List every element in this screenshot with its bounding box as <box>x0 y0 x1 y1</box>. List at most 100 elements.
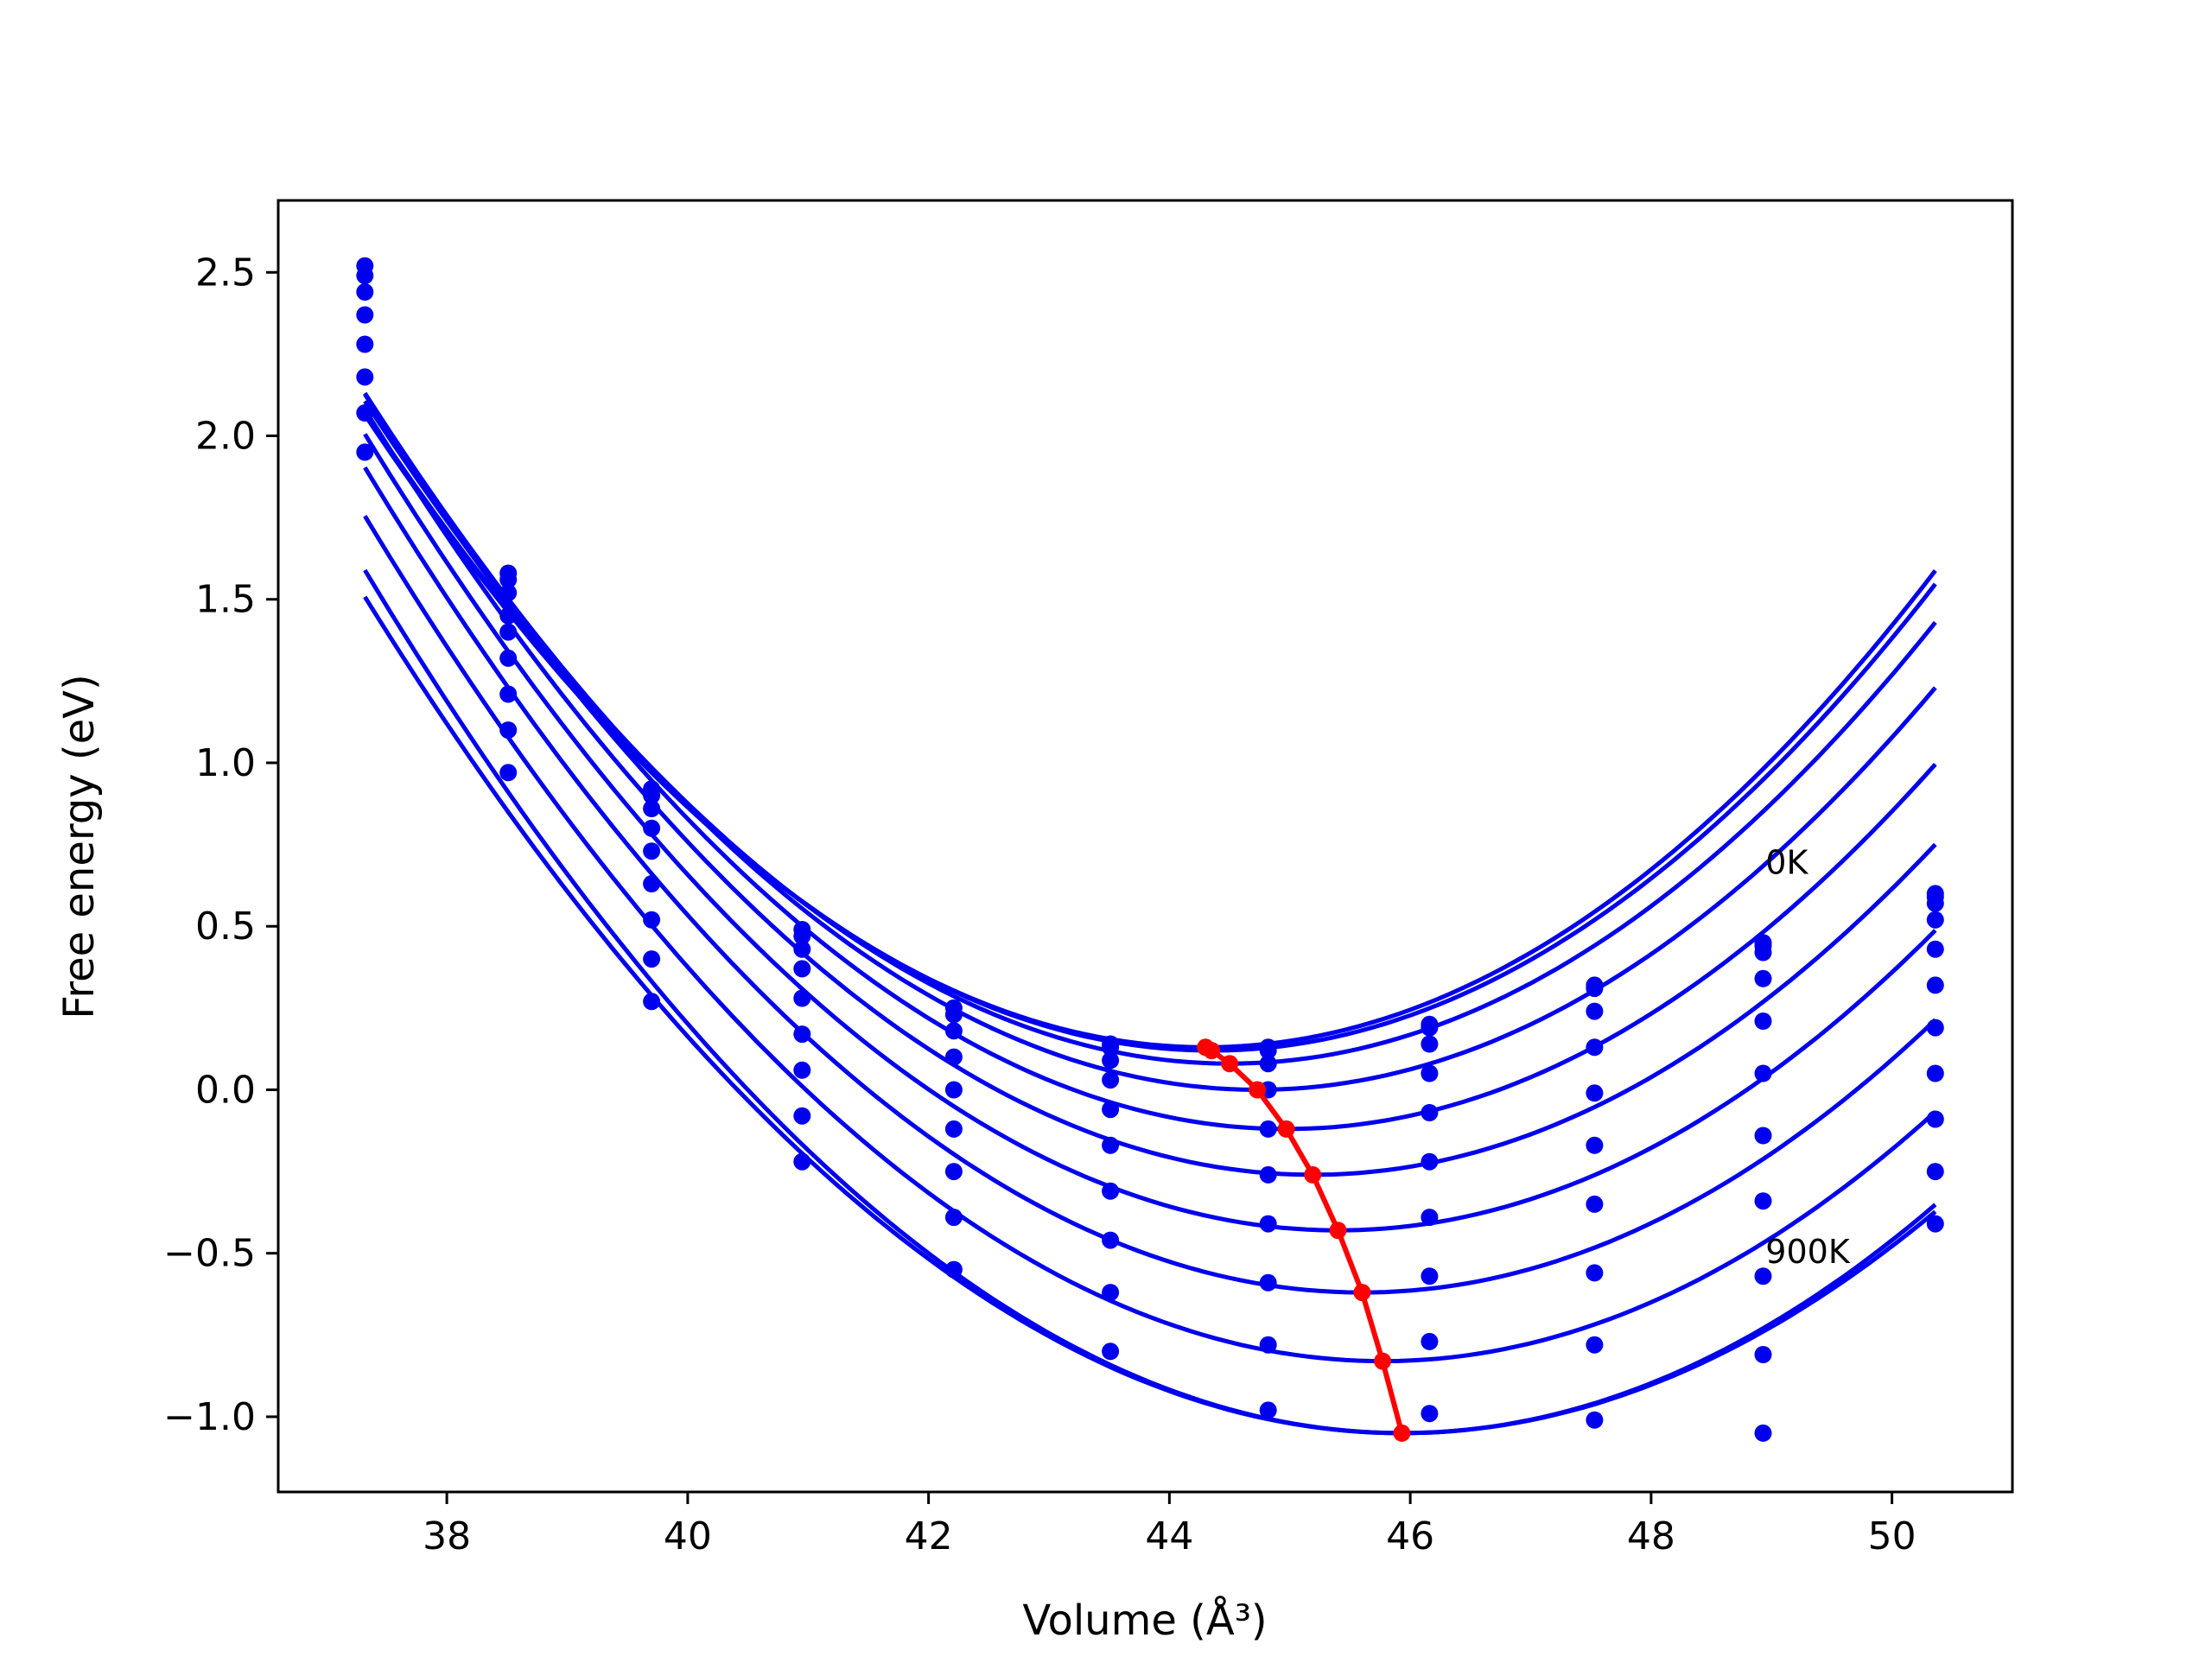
data-point-s8-v1 <box>356 443 374 461</box>
data-point-s4-v8 <box>1421 1064 1439 1082</box>
data-point-s6-v10 <box>1754 1064 1772 1082</box>
x-tick-label-44: 44 <box>1145 1514 1193 1558</box>
data-point-s9-v9 <box>1586 1336 1604 1354</box>
data-point-s6-v1 <box>356 368 374 386</box>
minimum-point-5 <box>1277 1120 1295 1138</box>
data-point-s2-v5 <box>944 1006 963 1024</box>
data-point-s9-v11 <box>1926 1110 1944 1128</box>
data-point-s3-v8 <box>1421 1035 1439 1053</box>
data-point-s5-v7 <box>1259 1120 1277 1138</box>
data-point-s5-v3 <box>643 842 661 860</box>
data-point-s2-v9 <box>1586 980 1604 998</box>
data-point-s9-v7 <box>1259 1336 1277 1354</box>
data-point-s3-v4 <box>793 940 811 958</box>
minimum-path <box>1197 1038 1411 1442</box>
fit-curve-10 <box>363 568 1937 1436</box>
minimum-path-line <box>1204 1044 1405 1434</box>
fit-curve-5 <box>363 392 1937 1132</box>
data-point-s11-v10 <box>1754 1424 1772 1442</box>
data-point-s4-v10 <box>1754 969 1772 987</box>
data-point-s6-v6 <box>1102 1136 1120 1154</box>
data-point-s5-v1 <box>356 335 374 353</box>
data-point-s7-v8 <box>1421 1209 1439 1227</box>
data-point-s10-v11 <box>1926 1163 1944 1181</box>
y-tick-label-6: −0.5 <box>163 1232 256 1276</box>
data-point-s2-v7 <box>1259 1042 1277 1060</box>
data-point-s4-v6 <box>1102 1071 1120 1089</box>
minimum-point-2 <box>1203 1042 1221 1060</box>
y-tick-label-7: −1.0 <box>163 1395 256 1439</box>
data-point-s8-v7 <box>1259 1273 1277 1292</box>
data-point-s10-v7 <box>1259 1401 1277 1419</box>
fit-curve-11 <box>363 595 1937 1436</box>
data-point-s5-v9 <box>1586 1084 1604 1102</box>
x-tick-label-50: 50 <box>1868 1514 1916 1558</box>
data-point-s7-v7 <box>1259 1215 1277 1233</box>
data-point-s7-v10 <box>1754 1127 1772 1145</box>
data-point-s9-v10 <box>1754 1267 1772 1285</box>
data-point-s4-v9 <box>1586 1038 1604 1057</box>
data-point-s10-v10 <box>1754 1346 1772 1363</box>
data-point-s8-v8 <box>1421 1267 1439 1285</box>
fit-curve-9 <box>363 515 1937 1364</box>
data-point-s2-v8 <box>1421 1019 1439 1037</box>
data-point-s6-v4 <box>793 1025 811 1044</box>
data-point-s8-v3 <box>643 950 661 968</box>
data-point-s6-v5 <box>944 1120 963 1138</box>
data-point-s4-v2 <box>499 606 518 625</box>
data-point-s7-v11 <box>1926 1019 1944 1037</box>
data-point-s9-v4 <box>793 1152 811 1171</box>
data-point-s5-v6 <box>1102 1101 1120 1119</box>
data-point-s9-v3 <box>643 993 661 1011</box>
minimum-point-4 <box>1249 1081 1267 1099</box>
data-point-s3-v5 <box>944 1022 963 1040</box>
data-point-s3-v1 <box>356 283 374 301</box>
data-point-s3-v9 <box>1586 1002 1604 1020</box>
data-point-s8-v11 <box>1926 1064 1944 1082</box>
data-point-s5-v8 <box>1421 1104 1439 1121</box>
axis-ticks: 38 40 42 44 46 48 50 2.5 2.0 1.5 1.0 0.5 0.0 −0.5 −1.0 <box>163 251 1916 1558</box>
data-point-s9-v2 <box>499 764 518 782</box>
data-point-s10-v8 <box>1421 1405 1439 1423</box>
fit-curve-1 <box>363 413 1937 1050</box>
y-tick-label-5: 0.0 <box>195 1068 256 1112</box>
data-point-s7-v9 <box>1586 1195 1604 1213</box>
fit-curve-8 <box>363 466 1937 1295</box>
fit-curves <box>363 391 1937 1436</box>
minimum-point-7 <box>1329 1222 1347 1240</box>
x-tick-label-42: 42 <box>905 1514 953 1558</box>
fit-curve-6 <box>363 408 1937 1177</box>
data-point-s5-v11 <box>1926 940 1944 958</box>
data-point-s2-v4 <box>793 927 811 945</box>
data-point-s3-v3 <box>643 800 661 817</box>
data-point-s6-v8 <box>1421 1152 1439 1171</box>
x-tick-label-38: 38 <box>423 1514 471 1558</box>
minimum-point-6 <box>1304 1165 1322 1184</box>
data-point-s8-v4 <box>793 1107 811 1125</box>
data-point-s2-v6 <box>1102 1038 1120 1057</box>
data-point-s6-v7 <box>1259 1165 1277 1184</box>
data-point-s9-v8 <box>1421 1332 1439 1350</box>
data-point-s7-v4 <box>793 1061 811 1079</box>
fit-curve-7 <box>363 433 1937 1233</box>
data-point-s3-v2 <box>499 584 518 602</box>
data-point-s6-v3 <box>643 875 661 892</box>
y-axis-label: Free energy (eV) <box>55 674 104 1019</box>
data-point-s10-v9 <box>1586 1411 1604 1429</box>
x-tick-label-40: 40 <box>664 1514 712 1558</box>
annotation-2: 900K <box>1765 1233 1851 1271</box>
data-point-s6-v11 <box>1926 976 1944 994</box>
data-point-s4-v5 <box>944 1048 963 1066</box>
minimum-point-10 <box>1393 1424 1411 1442</box>
data-point-s7-v1 <box>356 404 374 422</box>
minimum-point-8 <box>1353 1284 1371 1302</box>
minimum-point-9 <box>1374 1352 1392 1370</box>
x-tick-label-48: 48 <box>1627 1514 1675 1558</box>
annotations: 0K 900K <box>1765 844 1851 1271</box>
data-point-s3-v10 <box>1754 943 1772 962</box>
x-axis-label: Volume (Å³) <box>1022 1596 1267 1645</box>
data-point-s3-v7 <box>1259 1055 1277 1073</box>
annotation-1: 0K <box>1765 844 1808 882</box>
